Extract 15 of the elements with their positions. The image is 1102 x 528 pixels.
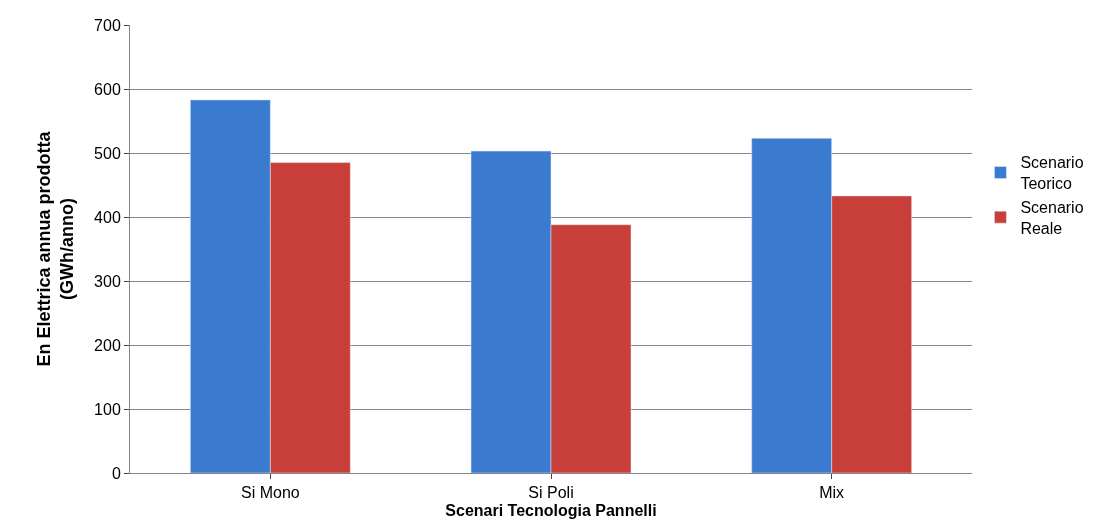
y-tick-label: 0 <box>111 464 121 482</box>
y-axis-title: En Elettrica annua prodotta (GWh/anno) <box>33 130 78 367</box>
y-tick-label: 700 <box>94 16 121 34</box>
legend-label: Scenario Teorico <box>1020 154 1084 193</box>
y-tick-label: 200 <box>94 336 121 354</box>
x-axis-title: Scenari Tecnologia Pannelli <box>445 501 657 519</box>
y-tick-label: 100 <box>94 400 121 418</box>
y-tick-label: 500 <box>94 144 121 162</box>
y-tick-label: 400 <box>94 208 121 226</box>
y-tick-label: 600 <box>94 80 121 98</box>
x-tick-label: Mix <box>819 484 845 502</box>
legend-label: Scenario Reale <box>1020 198 1084 237</box>
y-tick-label: 300 <box>94 272 121 290</box>
x-tick-label: Si Mono <box>240 484 300 502</box>
x-tick-label: Si Poli <box>528 484 574 502</box>
